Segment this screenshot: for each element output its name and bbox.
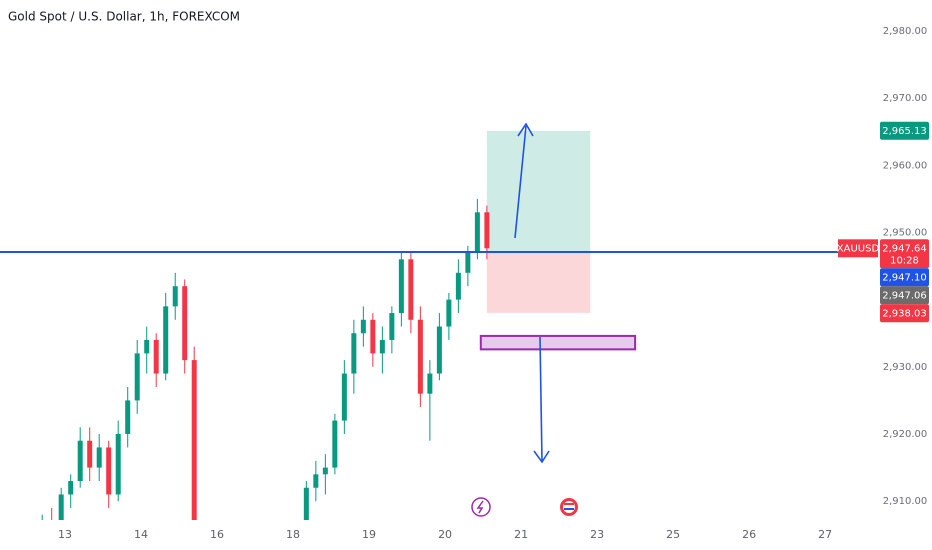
candle-body xyxy=(268,535,273,542)
candle-body xyxy=(332,420,338,468)
candle-body xyxy=(96,447,102,468)
supply-zone xyxy=(479,334,637,351)
candle-body xyxy=(408,259,414,320)
candle-body xyxy=(465,252,471,273)
candle-body xyxy=(77,440,83,482)
price-tag xyxy=(880,121,929,140)
countdown: 10:28 xyxy=(890,255,919,266)
symbol-tag xyxy=(838,239,878,258)
candle-body xyxy=(360,319,366,334)
candle-body xyxy=(125,400,131,435)
arrow-head xyxy=(517,122,534,137)
price-tag xyxy=(880,304,929,323)
candle-body xyxy=(341,373,347,421)
price-tag-label: 2,965.13 xyxy=(882,126,927,137)
event-icon-flag xyxy=(563,501,575,513)
price-tag xyxy=(880,268,929,287)
candle-body xyxy=(351,333,357,374)
overlay xyxy=(471,122,578,517)
candle-body xyxy=(163,306,169,374)
x-tick-label: 25 xyxy=(666,528,680,541)
y-tick-label: 2,980.00 xyxy=(883,26,928,37)
plot-area xyxy=(40,130,637,548)
stop-loss-zone xyxy=(486,251,591,313)
price-tag-label: 2,947.64 xyxy=(882,243,927,254)
candle-body xyxy=(230,528,235,541)
event-icon-flag xyxy=(564,508,574,510)
x-tick-label: 18 xyxy=(286,528,300,541)
x-tick-label: 19 xyxy=(362,528,376,541)
candle-body xyxy=(153,339,159,374)
x-tick-label: 13 xyxy=(58,528,72,541)
event-icon-glyph xyxy=(476,500,484,514)
candle-body xyxy=(191,360,197,520)
y-tick-label: 2,910.00 xyxy=(883,496,928,507)
candle-body xyxy=(144,339,150,354)
candle-body xyxy=(239,528,244,548)
candle-body xyxy=(303,487,309,520)
x-tick-label: 27 xyxy=(818,528,832,541)
x-tick-label: 26 xyxy=(742,528,756,541)
y-tick-label: 2,920.00 xyxy=(883,429,928,440)
y-tick-label: 2,930.00 xyxy=(883,362,928,373)
arrow-up xyxy=(514,125,527,239)
price-tag-label: 2,947.06 xyxy=(882,290,927,301)
x-tick-label: 21 xyxy=(514,528,528,541)
arrow-head xyxy=(533,450,550,464)
candle-body xyxy=(427,373,433,394)
candle-body xyxy=(87,440,93,468)
candle-body xyxy=(436,326,442,374)
candle-body xyxy=(455,272,461,300)
price-tag xyxy=(880,239,929,269)
candle-body xyxy=(446,299,452,327)
event-icon[interactable] xyxy=(471,497,491,517)
candle-body xyxy=(68,481,74,495)
candle-body xyxy=(313,474,319,488)
candle-body xyxy=(134,353,140,401)
candle-body xyxy=(379,339,385,354)
candle-body xyxy=(249,535,254,548)
x-tick-label: 14 xyxy=(134,528,148,541)
chart-title: Gold Spot / U.S. Dollar, 1h, FOREXCOM xyxy=(8,10,240,24)
price-tag-label: 2,947.10 xyxy=(882,272,927,283)
symbol-label: XAUUSD xyxy=(837,243,880,254)
arrow-down xyxy=(539,336,543,462)
candle-body xyxy=(322,467,328,475)
candle-body xyxy=(398,259,404,314)
candle-body xyxy=(484,212,490,249)
candle-body xyxy=(40,528,45,535)
candle-body xyxy=(389,313,395,340)
event-icon-flag xyxy=(564,503,574,505)
y-tick-label: 2,960.00 xyxy=(883,160,928,171)
candle-body xyxy=(49,528,54,535)
y-tick-label: 2,950.00 xyxy=(883,227,928,238)
y-tick-label: 2,970.00 xyxy=(883,93,928,104)
candle-body xyxy=(58,494,64,520)
candle-body xyxy=(106,447,112,495)
price-tag-label: 2,938.03 xyxy=(882,308,927,319)
candle-body xyxy=(172,286,178,307)
candle-body xyxy=(370,319,376,354)
x-tick-label: 16 xyxy=(210,528,224,541)
candle-body xyxy=(258,535,263,542)
candle-body xyxy=(115,434,121,495)
candle-body xyxy=(182,286,188,361)
take-profit-zone xyxy=(486,130,591,252)
x-tick-label: 20 xyxy=(438,528,452,541)
price-tag xyxy=(880,286,929,305)
candle-body xyxy=(474,212,480,253)
x-tick-label: 23 xyxy=(590,528,604,541)
candle-body xyxy=(417,319,423,394)
